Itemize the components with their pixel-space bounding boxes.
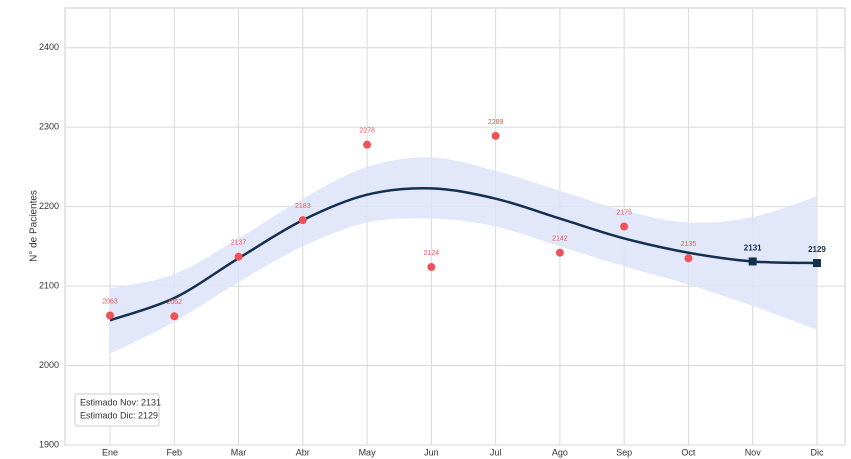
y-tick-label: 2300 <box>39 122 59 132</box>
data-label: 2135 <box>681 241 697 248</box>
x-tick-label: Jul <box>490 447 502 457</box>
fit-line <box>109 186 818 322</box>
observed-point <box>555 248 564 257</box>
x-tick-label: Ene <box>102 447 118 457</box>
data-label: 2137 <box>231 240 247 247</box>
annotation: Estimado Dic: 2129 <box>80 410 158 420</box>
y-tick-label: 2200 <box>39 201 59 211</box>
data-label: 2131 <box>744 244 762 253</box>
grid: 1900 2000 2100 2200 2300 2400 Ene Feb Mar Abr May J… <box>39 8 845 457</box>
x-tick-label: Mar <box>231 447 247 457</box>
x-tick-label: Dic <box>810 447 823 457</box>
data-label: 2063 <box>102 298 118 305</box>
data-label: 2124 <box>424 250 440 257</box>
marks-layer: 2063 2062 2137 2183 2278 2124 2289 2142 2175 2135… <box>102 119 826 322</box>
observed-point <box>427 263 436 272</box>
observed-point <box>363 140 372 149</box>
data-label: 2062 <box>166 299 182 306</box>
x-tick-label: Nov <box>745 447 762 457</box>
data-label: 2278 <box>359 128 375 135</box>
annotation-box <box>74 393 160 427</box>
observed-point <box>298 216 307 225</box>
x-tick-label: Ago <box>552 447 568 457</box>
y-tick-label: 2100 <box>39 280 59 290</box>
data-label: 2129 <box>808 245 826 254</box>
y-tick-label: 2000 <box>39 360 59 370</box>
x-tick-label: Oct <box>681 447 696 457</box>
data-label: 2175 <box>616 209 632 216</box>
observed-point <box>170 312 179 321</box>
data-label: 2142 <box>552 236 568 243</box>
annotation: Estimado Nov: 2131 <box>80 397 161 407</box>
x-tick-label: Jun <box>424 447 439 457</box>
observed-point <box>620 222 629 231</box>
confidence-band <box>110 157 817 354</box>
estimate-point <box>748 257 757 266</box>
y-tick-label: 1900 <box>39 439 59 449</box>
data-label: 2289 <box>488 119 504 126</box>
y-tick-label: 2400 <box>39 42 59 52</box>
x-tick-label: Abr <box>296 447 310 457</box>
band-layer <box>110 157 817 354</box>
estimate-point <box>812 259 821 268</box>
observed-point <box>234 252 243 261</box>
x-tick-label: Feb <box>167 447 183 457</box>
observed-point <box>106 311 114 320</box>
observed-point <box>491 131 500 140</box>
x-tick-label: Sep <box>616 447 632 457</box>
y-axis-label: N° de Pacientes <box>29 190 40 262</box>
observed-point <box>684 254 693 263</box>
data-label: 2183 <box>295 203 311 210</box>
x-tick-label: May <box>359 447 377 457</box>
